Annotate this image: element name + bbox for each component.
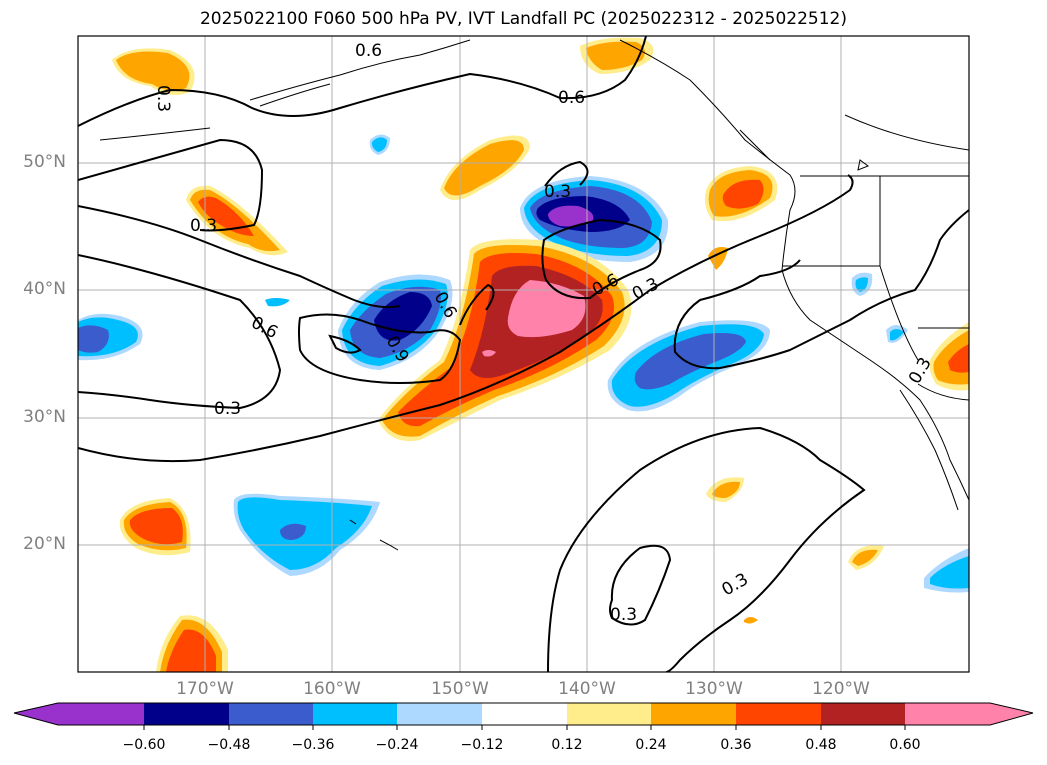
lon-label-160w: 160°W bbox=[303, 679, 361, 699]
colorbar-segment bbox=[482, 703, 567, 725]
positive-anomaly bbox=[482, 350, 496, 357]
negative-anomaly bbox=[265, 298, 290, 307]
negative-anomaly bbox=[371, 137, 387, 152]
colorbar-segment bbox=[313, 703, 397, 725]
lat-label-30n: 30°N bbox=[23, 407, 66, 427]
shaded-anomalies bbox=[78, 37, 969, 672]
coastlines bbox=[99, 39, 969, 551]
negative-anomaly bbox=[78, 325, 109, 353]
contour-label: 0.3 bbox=[214, 399, 241, 419]
contour-label: 0.3 bbox=[629, 274, 662, 304]
colorbar-extend-high bbox=[990, 703, 1033, 725]
contour-label: 0.3 bbox=[719, 569, 752, 600]
colorbar-outline bbox=[13, 702, 1034, 726]
lat-label-50n: 50°N bbox=[23, 152, 66, 172]
colorbar-tick-label: 0.48 bbox=[805, 737, 837, 753]
positive-anomaly bbox=[586, 41, 645, 70]
lon-label-170w: 170°W bbox=[176, 679, 234, 699]
positive-anomaly bbox=[444, 140, 524, 196]
colorbar-tick-label: −0.12 bbox=[460, 737, 504, 753]
colorbar-tick-label: 0.24 bbox=[635, 737, 667, 753]
colorbar-tick-label: −0.24 bbox=[375, 737, 419, 753]
colorbar bbox=[13, 702, 1034, 730]
colorbar-segment bbox=[58, 703, 144, 725]
positive-anomaly bbox=[948, 344, 969, 373]
positive-anomaly bbox=[744, 617, 758, 624]
positive-anomaly bbox=[166, 629, 216, 672]
lon-label-140w: 140°W bbox=[558, 679, 616, 699]
positive-anomaly bbox=[198, 196, 254, 236]
negative-anomaly bbox=[634, 333, 746, 390]
contour-label: 0.3 bbox=[544, 182, 571, 202]
colorbar-extend-low bbox=[14, 703, 58, 725]
map-title: 2025022100 F060 500 hPa PV, IVT Landfall… bbox=[199, 9, 847, 29]
colorbar-segment bbox=[905, 703, 990, 725]
colorbar-segment bbox=[821, 703, 905, 725]
contour-label: 0.6 bbox=[248, 313, 281, 343]
lon-label-150w: 150°W bbox=[431, 679, 489, 699]
colorbar-segment bbox=[567, 703, 651, 725]
contour-label: 0.3 bbox=[153, 85, 173, 112]
colorbar-tick-label: −0.60 bbox=[122, 737, 166, 753]
negative-anomaly bbox=[930, 556, 969, 589]
lat-label-20n: 20°N bbox=[23, 534, 66, 554]
colorbar-segment bbox=[144, 703, 229, 725]
contour-label: 0.3 bbox=[610, 605, 637, 625]
colorbar-tick-label: −0.48 bbox=[207, 737, 251, 753]
colorbar-tick-label: 0.60 bbox=[889, 737, 921, 753]
positive-anomaly bbox=[722, 179, 764, 209]
colorbar-segment bbox=[397, 703, 482, 725]
lat-label-40n: 40°N bbox=[23, 279, 66, 299]
colorbar-tick-label: −0.36 bbox=[291, 737, 335, 753]
negative-anomaly bbox=[890, 329, 904, 341]
negative-anomaly bbox=[237, 497, 372, 570]
contour-label: 0.3 bbox=[190, 216, 217, 236]
colorbar-segment bbox=[651, 703, 736, 725]
negative-anomaly bbox=[855, 277, 868, 292]
colorbar-tick-label: 0.36 bbox=[720, 737, 752, 753]
positive-anomaly bbox=[712, 481, 740, 498]
colorbar-tick-label: 0.12 bbox=[551, 737, 583, 753]
contour-label: 0.6 bbox=[355, 41, 382, 61]
contour-label: 0.6 bbox=[558, 88, 585, 108]
lon-label-130w: 130°W bbox=[685, 679, 743, 699]
contour-lines bbox=[78, 36, 969, 672]
negative-anomaly bbox=[280, 523, 306, 540]
map-frame bbox=[77, 35, 970, 673]
positive-anomaly bbox=[852, 549, 878, 566]
lon-label-120w: 120°W bbox=[812, 679, 870, 699]
positive-anomaly bbox=[129, 508, 183, 545]
colorbar-segment bbox=[736, 703, 821, 725]
colorbar-segment bbox=[229, 703, 313, 725]
gridlines bbox=[78, 36, 969, 672]
positive-anomaly bbox=[116, 51, 190, 91]
negative-anomaly bbox=[548, 205, 594, 227]
